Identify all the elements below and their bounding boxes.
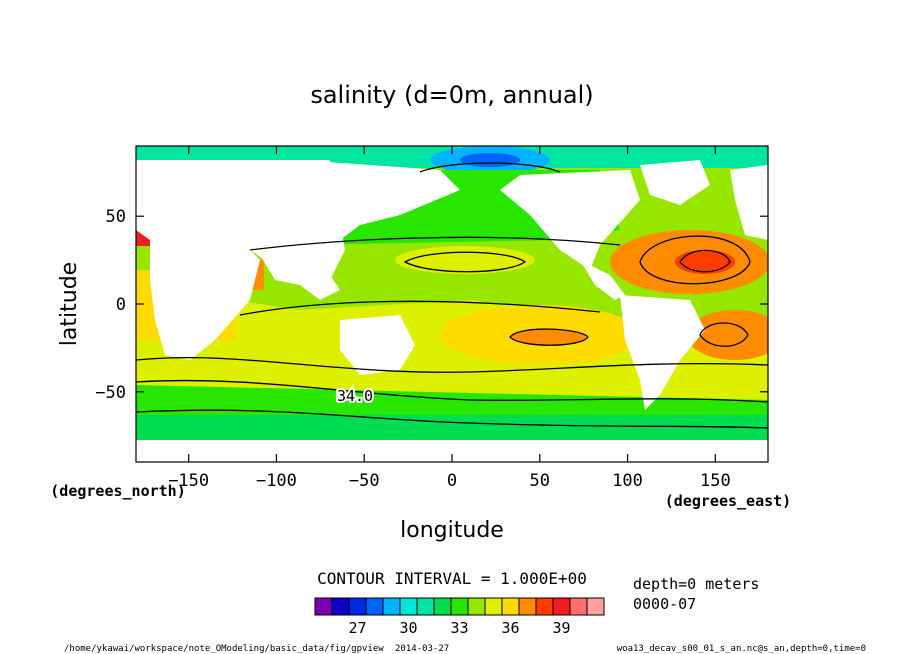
footer-file: woa13_decav_s00_01_s_an.nc@s_an,depth=0,… bbox=[617, 644, 866, 654]
north-pacific-yellow bbox=[395, 246, 535, 274]
x-tick-label: 0 bbox=[447, 471, 457, 491]
colorbar-swatch bbox=[467, 597, 486, 616]
south-pacific-max bbox=[510, 329, 586, 345]
y-axis: 50 0 −50 bbox=[95, 207, 768, 403]
contour-arctic bbox=[419, 162, 561, 173]
east-asia bbox=[300, 160, 460, 240]
antarctica bbox=[136, 440, 768, 462]
colorbar-swatch bbox=[348, 597, 367, 616]
y-tick-label: 50 bbox=[106, 207, 126, 227]
colorbar-tick-label: 30 bbox=[399, 619, 417, 637]
colorbar-swatch bbox=[450, 597, 469, 616]
y-tick-label: 0 bbox=[116, 295, 126, 315]
colorbar-swatch bbox=[518, 597, 537, 616]
footer-date: 2014-03-27 bbox=[395, 644, 449, 654]
colorbar-swatch bbox=[569, 597, 588, 616]
central-america bbox=[580, 260, 625, 300]
arctic-fresh-core bbox=[460, 153, 520, 167]
contour-interval: CONTOUR INTERVAL = 1.000E+00 bbox=[317, 569, 587, 588]
x-axis-label: longitude bbox=[400, 518, 504, 543]
contour-label: 34.0 bbox=[337, 387, 373, 405]
north-atlantic-core bbox=[675, 250, 735, 274]
colorbar-swatch bbox=[331, 597, 350, 616]
contour-north-atlantic-outer bbox=[639, 235, 751, 285]
map-plot: 34.0 bbox=[135, 145, 769, 463]
asia-south bbox=[260, 255, 340, 300]
colorbar-swatch bbox=[382, 597, 401, 616]
colorbar-swatch bbox=[535, 597, 554, 616]
contour-north-atlantic bbox=[679, 249, 731, 273]
colorbar-swatch bbox=[365, 597, 384, 616]
y-tick-label: −50 bbox=[95, 383, 126, 403]
south-atlantic-high bbox=[687, 310, 768, 360]
x-tick-label: −100 bbox=[256, 471, 297, 491]
colorbar-tick-label: 39 bbox=[552, 619, 570, 637]
contour-lines bbox=[136, 162, 768, 429]
contour-north-pacific bbox=[403, 251, 527, 273]
x-tick-label: −50 bbox=[349, 471, 380, 491]
contour-tropical bbox=[249, 236, 621, 251]
eurasia-west bbox=[136, 160, 345, 280]
colorbar-swatch bbox=[433, 597, 452, 616]
y-axis-label: latitude bbox=[57, 262, 82, 346]
depth-annotation: depth=0 meters bbox=[633, 575, 759, 593]
contour-35-south bbox=[136, 356, 768, 373]
time-annotation: 0000-07 bbox=[633, 595, 696, 613]
australia bbox=[340, 315, 415, 375]
contour-south-pacific bbox=[509, 328, 589, 346]
contour-34-southern bbox=[136, 409, 768, 429]
south-america bbox=[620, 295, 705, 410]
x-tick-label: 100 bbox=[612, 471, 643, 491]
africa bbox=[150, 240, 260, 360]
x-tick-label: −150 bbox=[168, 471, 209, 491]
colorbar-swatch bbox=[399, 597, 418, 616]
colorbar-tick-label: 27 bbox=[348, 619, 366, 637]
x-tick-label: 50 bbox=[530, 471, 550, 491]
contour-34-south bbox=[136, 379, 768, 403]
land-mass bbox=[136, 160, 768, 462]
footer-path: /home/ykawai/workspace/note_OModeling/ba… bbox=[64, 644, 384, 654]
colorbar-swatch bbox=[586, 597, 605, 616]
contour-equatorial bbox=[239, 300, 601, 316]
x-axis: −150 −100 −50 0 50 100 150 bbox=[168, 146, 731, 491]
x-tick-label: 150 bbox=[700, 471, 731, 491]
greenland bbox=[640, 160, 710, 205]
colorbar-swatch bbox=[501, 597, 520, 616]
y-unit-label: (degrees_north) bbox=[50, 482, 185, 500]
colorbar-tick-label: 33 bbox=[450, 619, 468, 637]
contour-south-atlantic bbox=[699, 322, 749, 347]
colorbar-swatch bbox=[314, 597, 333, 616]
europe-edge bbox=[730, 165, 768, 240]
colorbar-swatch bbox=[416, 597, 435, 616]
chart-title: salinity (d=0m, annual) bbox=[310, 81, 593, 109]
colorbar: 27 30 33 36 39 bbox=[314, 597, 605, 637]
colorbar-swatch bbox=[552, 597, 571, 616]
colorbar-tick-label: 36 bbox=[501, 619, 519, 637]
north-america bbox=[500, 170, 640, 270]
x-unit-label: (degrees_east) bbox=[665, 492, 791, 510]
colorbar-swatch bbox=[484, 597, 503, 616]
